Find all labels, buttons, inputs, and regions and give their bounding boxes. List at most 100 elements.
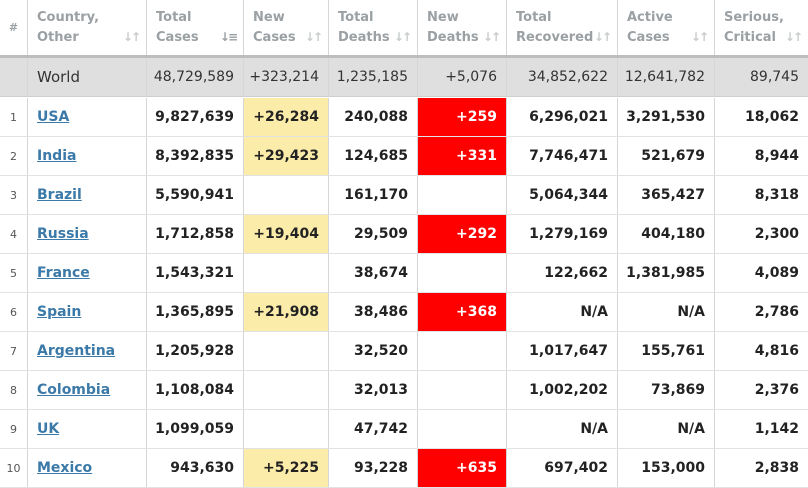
world-rank-cell bbox=[0, 58, 28, 96]
new-deaths-cell: +331 bbox=[418, 137, 507, 175]
header-new-deaths[interactable]: New Deaths ↓↑ bbox=[418, 0, 507, 55]
total-cases-cell: 9,827,639 bbox=[147, 98, 244, 136]
total-recovered-cell: N/A bbox=[507, 410, 618, 448]
total-deaths-cell: 38,674 bbox=[329, 254, 418, 292]
sort-icon[interactable]: ↓↑ bbox=[784, 30, 803, 44]
active-cases-cell: 153,000 bbox=[618, 449, 715, 487]
active-cases-cell: N/A bbox=[618, 293, 715, 331]
new-deaths-cell: +635 bbox=[418, 449, 507, 487]
sort-desc-icon[interactable]: ↓≡ bbox=[219, 30, 238, 44]
active-cases-cell: 521,679 bbox=[618, 137, 715, 175]
total-deaths-cell: 38,486 bbox=[329, 293, 418, 331]
country-cell: USA bbox=[28, 98, 147, 136]
world-new-deaths-cell: +5,076 bbox=[418, 58, 507, 96]
rank-cell: 8 bbox=[0, 371, 28, 409]
active-cases-cell: 1,381,985 bbox=[618, 254, 715, 292]
table-row: 3 Brazil 5,590,941 161,170 5,064,344 365,427 8… bbox=[0, 176, 808, 215]
new-deaths-cell: +368 bbox=[418, 293, 507, 331]
country-link[interactable]: UK bbox=[37, 421, 60, 437]
table-row: 6 Spain 1,365,895 +21,908 38,486 +368 N/A N/A 2,… bbox=[0, 293, 808, 332]
rank-cell: 6 bbox=[0, 293, 28, 331]
header-new-cases[interactable]: New Cases ↓↑ bbox=[244, 0, 329, 55]
total-recovered-cell: 6,296,021 bbox=[507, 98, 618, 136]
table-row: 2 India 8,392,835 +29,423 124,685 +331 7,746,4… bbox=[0, 137, 808, 176]
rank-cell: 2 bbox=[0, 137, 28, 175]
country-cell: Russia bbox=[28, 215, 147, 253]
country-link[interactable]: India bbox=[37, 148, 77, 164]
total-deaths-cell: 93,228 bbox=[329, 449, 418, 487]
total-cases-cell: 1,099,059 bbox=[147, 410, 244, 448]
sort-icon[interactable]: ↓↑ bbox=[304, 30, 323, 44]
rank-cell: 5 bbox=[0, 254, 28, 292]
header-active-cases[interactable]: Active Cases ↓↑ bbox=[618, 0, 715, 55]
new-deaths-cell bbox=[418, 254, 507, 292]
header-total-cases[interactable]: Total Cases ↓≡ bbox=[147, 0, 244, 55]
total-deaths-cell: 240,088 bbox=[329, 98, 418, 136]
country-cell: Spain bbox=[28, 293, 147, 331]
country-cell: Brazil bbox=[28, 176, 147, 214]
header-rank[interactable]: # bbox=[0, 0, 28, 55]
total-recovered-cell: 697,402 bbox=[507, 449, 618, 487]
new-cases-cell bbox=[244, 332, 329, 370]
world-total-recovered-cell: 34,852,622 bbox=[507, 58, 618, 96]
table-row: 5 France 1,543,321 38,674 122,662 1,381,985 4,… bbox=[0, 254, 808, 293]
serious-critical-cell: 4,089 bbox=[754, 265, 799, 281]
new-cases-cell bbox=[244, 176, 329, 214]
country-cell: UK bbox=[28, 410, 147, 448]
sort-icon[interactable]: ↓↑ bbox=[482, 30, 501, 44]
total-recovered-cell: 122,662 bbox=[507, 254, 618, 292]
new-cases-cell: +21,908 bbox=[244, 293, 329, 331]
total-deaths-cell: 161,170 bbox=[329, 176, 418, 214]
country-cell: Colombia bbox=[28, 371, 147, 409]
country-link[interactable]: Colombia bbox=[37, 382, 111, 398]
table-row: 1 USA 9,827,639 +26,284 240,088 +259 6,296,021… bbox=[0, 98, 808, 137]
rank-cell: 7 bbox=[0, 332, 28, 370]
total-recovered-cell: 1,017,647 bbox=[507, 332, 618, 370]
sort-icon[interactable]: ↓↑ bbox=[393, 30, 412, 44]
world-name-cell: World bbox=[28, 58, 147, 96]
total-cases-cell: 1,205,928 bbox=[147, 332, 244, 370]
new-deaths-cell: +292 bbox=[418, 215, 507, 253]
active-cases-cell: 365,427 bbox=[618, 176, 715, 214]
sort-icon[interactable]: ↓↑ bbox=[122, 30, 141, 44]
new-cases-cell bbox=[244, 410, 329, 448]
serious-critical-cell: 4,816 bbox=[754, 343, 799, 359]
total-cases-cell: 8,392,835 bbox=[147, 137, 244, 175]
table-header-row: # Country, Other ↓↑ Total Cases ↓≡ New Cases ↓… bbox=[0, 0, 808, 58]
table-row: 8 Colombia 1,108,084 32,013 1,002,202 73,869 2… bbox=[0, 371, 808, 410]
country-link[interactable]: Russia bbox=[37, 226, 89, 242]
new-cases-cell bbox=[244, 254, 329, 292]
country-link[interactable]: Argentina bbox=[37, 343, 116, 359]
country-link[interactable]: USA bbox=[37, 109, 70, 125]
active-cases-cell: N/A bbox=[618, 410, 715, 448]
new-cases-cell: +19,404 bbox=[244, 215, 329, 253]
rank-cell: 1 bbox=[0, 98, 28, 136]
sort-icon[interactable]: ↓↑ bbox=[593, 30, 612, 44]
country-link[interactable]: Mexico bbox=[37, 460, 93, 476]
header-total-deaths[interactable]: Total Deaths ↓↑ bbox=[329, 0, 418, 55]
total-recovered-cell: N/A bbox=[507, 293, 618, 331]
country-link[interactable]: Spain bbox=[37, 304, 82, 320]
header-country[interactable]: Country, Other ↓↑ bbox=[28, 0, 147, 55]
total-deaths-cell: 47,742 bbox=[329, 410, 418, 448]
total-recovered-cell: 7,746,471 bbox=[507, 137, 618, 175]
total-cases-cell: 5,590,941 bbox=[147, 176, 244, 214]
table-row: 9 UK 1,099,059 47,742 N/A N/A 1,142 bbox=[0, 410, 808, 449]
total-deaths-cell: 29,509 bbox=[329, 215, 418, 253]
new-cases-cell: +29,423 bbox=[244, 137, 329, 175]
total-deaths-cell: 124,685 bbox=[329, 137, 418, 175]
table-row: 4 Russia 1,712,858 +19,404 29,509 +292 1,279,1… bbox=[0, 215, 808, 254]
serious-critical-cell: 2,376 bbox=[754, 382, 799, 398]
active-cases-cell: 3,291,530 bbox=[618, 98, 715, 136]
header-total-recovered[interactable]: Total Recovered ↓↑ bbox=[507, 0, 618, 55]
serious-critical-cell: 2,838 bbox=[754, 460, 799, 476]
serious-critical-cell: 2,786 bbox=[754, 304, 799, 320]
new-deaths-cell: +259 bbox=[418, 98, 507, 136]
serious-critical-cell: 1,142 bbox=[754, 421, 799, 437]
sort-icon[interactable]: ↓↑ bbox=[690, 30, 709, 44]
country-link[interactable]: Brazil bbox=[37, 187, 82, 203]
new-cases-cell: +26,284 bbox=[244, 98, 329, 136]
header-serious-critical[interactable]: Serious, Critical ↓↑ bbox=[715, 0, 808, 55]
total-cases-cell: 1,543,321 bbox=[147, 254, 244, 292]
country-link[interactable]: France bbox=[37, 265, 90, 281]
